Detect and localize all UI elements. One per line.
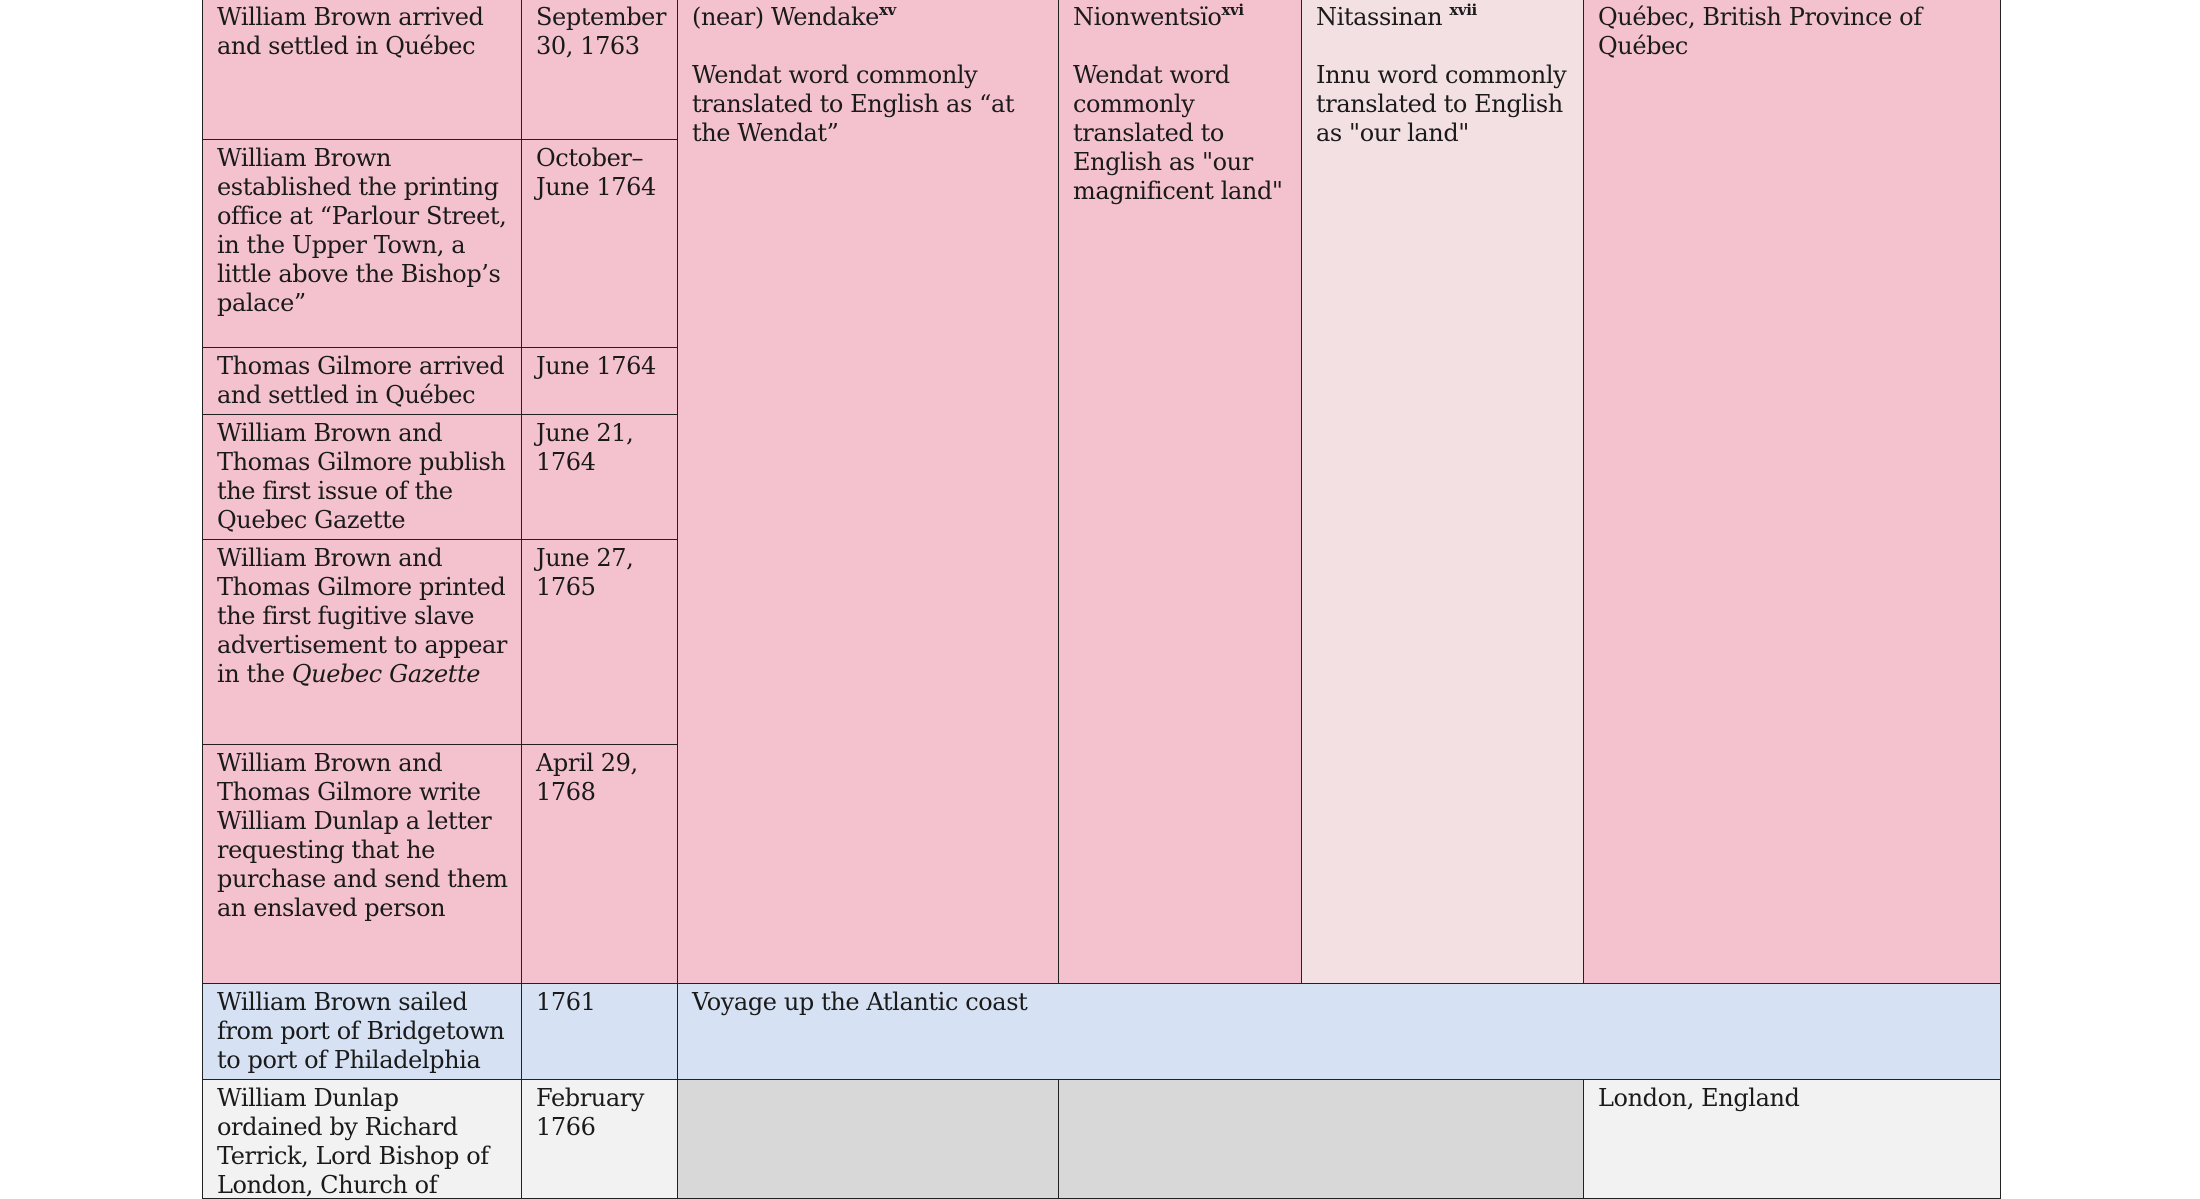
event-text: William Brown sailed from port of Bridge… [217, 988, 505, 1074]
place-name: Québec, British Province of Québec [1598, 3, 1922, 60]
event-text: William Brown arrived and settled in Qué… [217, 3, 484, 60]
date-text: June 27, 1765 [536, 544, 634, 601]
date-text: 1761 [536, 988, 596, 1016]
empty-cell [677, 1079, 1059, 1199]
nitassinan-cell: Nitassinan xvii Innu word commonly trans… [1301, 0, 1584, 984]
location-text: Voyage up the Atlantic coast [692, 988, 1028, 1016]
place-description: Wendat word commonly translated to Engli… [692, 61, 1015, 147]
endnote-marker: xvii [1449, 1, 1477, 19]
date-text: April 29, 1768 [536, 749, 638, 806]
date-text: September 30, 1763 [536, 3, 667, 60]
event-cell: William Brown and Thomas Gilmore publish… [202, 414, 522, 540]
date-cell: October–June 1764 [521, 139, 678, 348]
date-text: June 1764 [536, 352, 656, 380]
location-text: London, England [1598, 1084, 1800, 1112]
nionwentsio-cell: Nionwentsïoxvi Wendat word commonly tran… [1058, 0, 1302, 984]
date-cell: June 21, 1764 [521, 414, 678, 540]
date-cell: September 30, 1763 [521, 0, 678, 140]
event-cell: William Brown sailed from port of Bridge… [202, 983, 522, 1080]
colonial-place-cell: London, England [1583, 1079, 2001, 1199]
date-text: October–June 1764 [536, 144, 656, 201]
date-cell: February 1766 [521, 1079, 678, 1199]
place-name: Nionwentsïo [1073, 3, 1222, 31]
timeline-table: William Brown arrived and settled in Qué… [202, 0, 2001, 1199]
place-description: Wendat word commonly translated to Engli… [1073, 61, 1283, 205]
event-text: William Dunlap ordained by Richard Terri… [217, 1084, 489, 1199]
date-cell: June 27, 1765 [521, 539, 678, 745]
event-cell: William Brown and Thomas Gilmore write W… [202, 744, 522, 984]
colonial-place-cell: Québec, British Province of Québec [1583, 0, 2001, 984]
event-text: William Brown and Thomas Gilmore printed… [217, 544, 507, 688]
endnote-marker: xvi [1221, 1, 1244, 19]
event-cell: William Brown established the printing o… [202, 139, 522, 348]
event-text: William Brown established the printing o… [217, 144, 507, 317]
date-text: June 21, 1764 [536, 419, 634, 476]
event-text: William Brown and Thomas Gilmore publish… [217, 419, 506, 534]
date-cell: 1761 [521, 983, 678, 1080]
date-cell: April 29, 1768 [521, 744, 678, 984]
event-cell: Thomas Gilmore arrived and settled in Qu… [202, 347, 522, 415]
place-name: (near) Wendake [692, 3, 879, 31]
wendake-cell: (near) Wendakexv Wendat word commonly tr… [677, 0, 1059, 984]
date-text: February 1766 [536, 1084, 644, 1141]
newspaper-title: Quebec Gazette [291, 660, 481, 688]
empty-cell [1058, 1079, 1584, 1199]
event-text: William Brown and Thomas Gilmore write W… [217, 749, 508, 922]
event-cell: William Brown and Thomas Gilmore printed… [202, 539, 522, 745]
voyage-cell: Voyage up the Atlantic coast [677, 983, 2001, 1080]
event-text: Thomas Gilmore arrived and settled in Qu… [217, 352, 505, 409]
place-description: Innu word commonly translated to English… [1316, 61, 1567, 147]
event-cell: William Brown arrived and settled in Qué… [202, 0, 522, 140]
event-cell: William Dunlap ordained by Richard Terri… [202, 1079, 522, 1199]
date-cell: June 1764 [521, 347, 678, 415]
endnote-marker: xv [879, 1, 896, 19]
place-name: Nitassinan [1316, 3, 1450, 31]
